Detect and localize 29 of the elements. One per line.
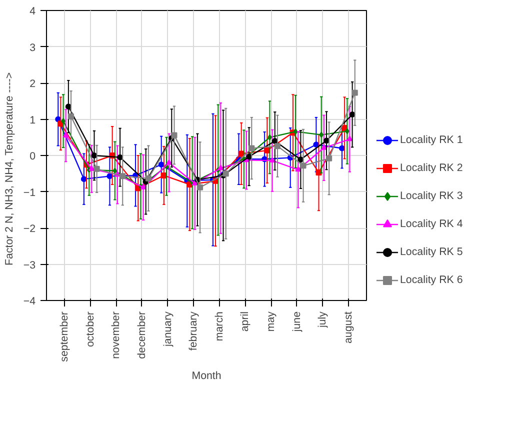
x-tick-label: february [188,310,200,351]
x-tick-label: august [342,311,354,344]
x-tick-label: may [265,310,278,332]
y-tick-label: 0 [30,150,36,162]
x-axis-title: Month [192,370,222,382]
x-tick-label: july [316,310,329,328]
y-tick-label: −1 [23,186,36,199]
y-tick-label: 4 [30,6,36,18]
y-tick-label: 2 [30,78,36,90]
x-tick-label: april [239,311,252,332]
legend-label: Locality RK 2 [400,162,463,174]
legend-label: Locality RK 4 [400,218,463,230]
y-tick-label: −2 [23,223,36,235]
x-tick-label: january [162,310,174,348]
legend-label: Locality RK 1 [400,134,463,146]
x-tick-label: november [110,311,122,359]
y-tick-label: −4 [23,296,36,308]
legend-label: Locality RK 3 [400,190,463,202]
x-tick-label: march [213,311,226,342]
x-tick-label: june [290,311,303,333]
legend-label: Locality RK 6 [400,274,463,286]
x-tick-label: september [58,311,71,362]
y-tick-label: 3 [30,42,36,54]
x-tick-label: december [136,311,148,359]
x-tick-label: october [84,311,96,348]
legend-label: Locality RK 5 [400,246,463,258]
y-tick-label: 1 [30,114,36,126]
y-axis-title: Factor 2 N, NH3, NH4, Temperature ----> [3,72,16,266]
y-tick-label: −3 [23,259,36,272]
